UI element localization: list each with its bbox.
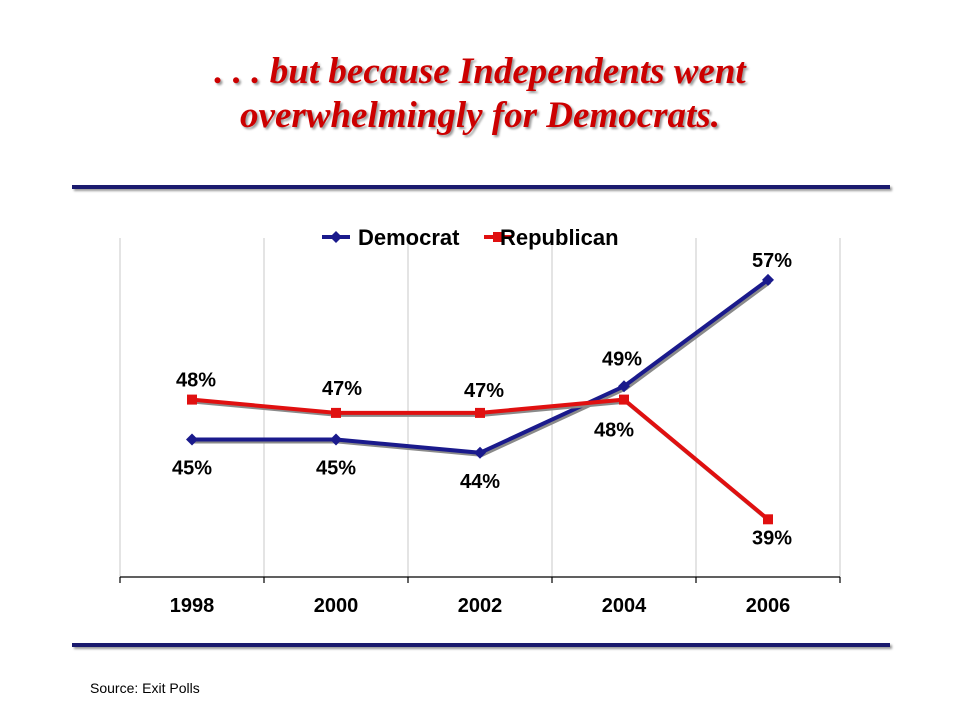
data-label: 48% bbox=[176, 370, 216, 392]
data-label: 44% bbox=[460, 471, 500, 493]
x-tick-label: 2004 bbox=[602, 595, 647, 617]
title-line-1: . . . but because Independents went bbox=[214, 51, 746, 92]
legend-label: Republican bbox=[500, 225, 619, 250]
top-divider bbox=[72, 185, 890, 189]
title-line-2: overwhelmingly for Democrats. bbox=[240, 94, 720, 136]
data-point bbox=[186, 433, 198, 446]
data-label: 45% bbox=[316, 458, 356, 480]
data-label: 45% bbox=[172, 458, 212, 480]
series-line-democrat bbox=[192, 278, 770, 455]
series-shadow bbox=[193, 399, 772, 523]
data-label: 47% bbox=[464, 380, 504, 402]
x-tick-label: 2002 bbox=[458, 595, 503, 617]
source-note: Source: Exit Polls bbox=[90, 680, 200, 696]
data-label: 49% bbox=[602, 348, 642, 370]
x-tick-label: 2006 bbox=[746, 595, 791, 617]
data-point bbox=[330, 433, 342, 446]
data-point bbox=[187, 394, 197, 405]
data-point bbox=[762, 273, 774, 286]
data-label: 48% bbox=[594, 420, 634, 442]
data-label: 47% bbox=[322, 378, 362, 400]
data-point bbox=[618, 380, 630, 393]
data-point bbox=[763, 514, 773, 525]
data-label: 57% bbox=[752, 250, 792, 272]
legend-label: Democrat bbox=[358, 225, 460, 250]
bottom-divider bbox=[72, 643, 890, 647]
data-point bbox=[331, 407, 341, 418]
data-point bbox=[475, 407, 485, 418]
x-tick-label: 2000 bbox=[314, 595, 359, 617]
legend-marker bbox=[330, 231, 342, 243]
series-shadow bbox=[194, 280, 772, 457]
slide-title: . . . but because Independents went over… bbox=[60, 50, 900, 137]
data-label: 39% bbox=[752, 527, 792, 549]
legend-marker bbox=[493, 232, 503, 242]
x-tick-label: 1998 bbox=[170, 595, 215, 617]
data-point bbox=[474, 446, 486, 459]
data-point bbox=[619, 394, 629, 405]
